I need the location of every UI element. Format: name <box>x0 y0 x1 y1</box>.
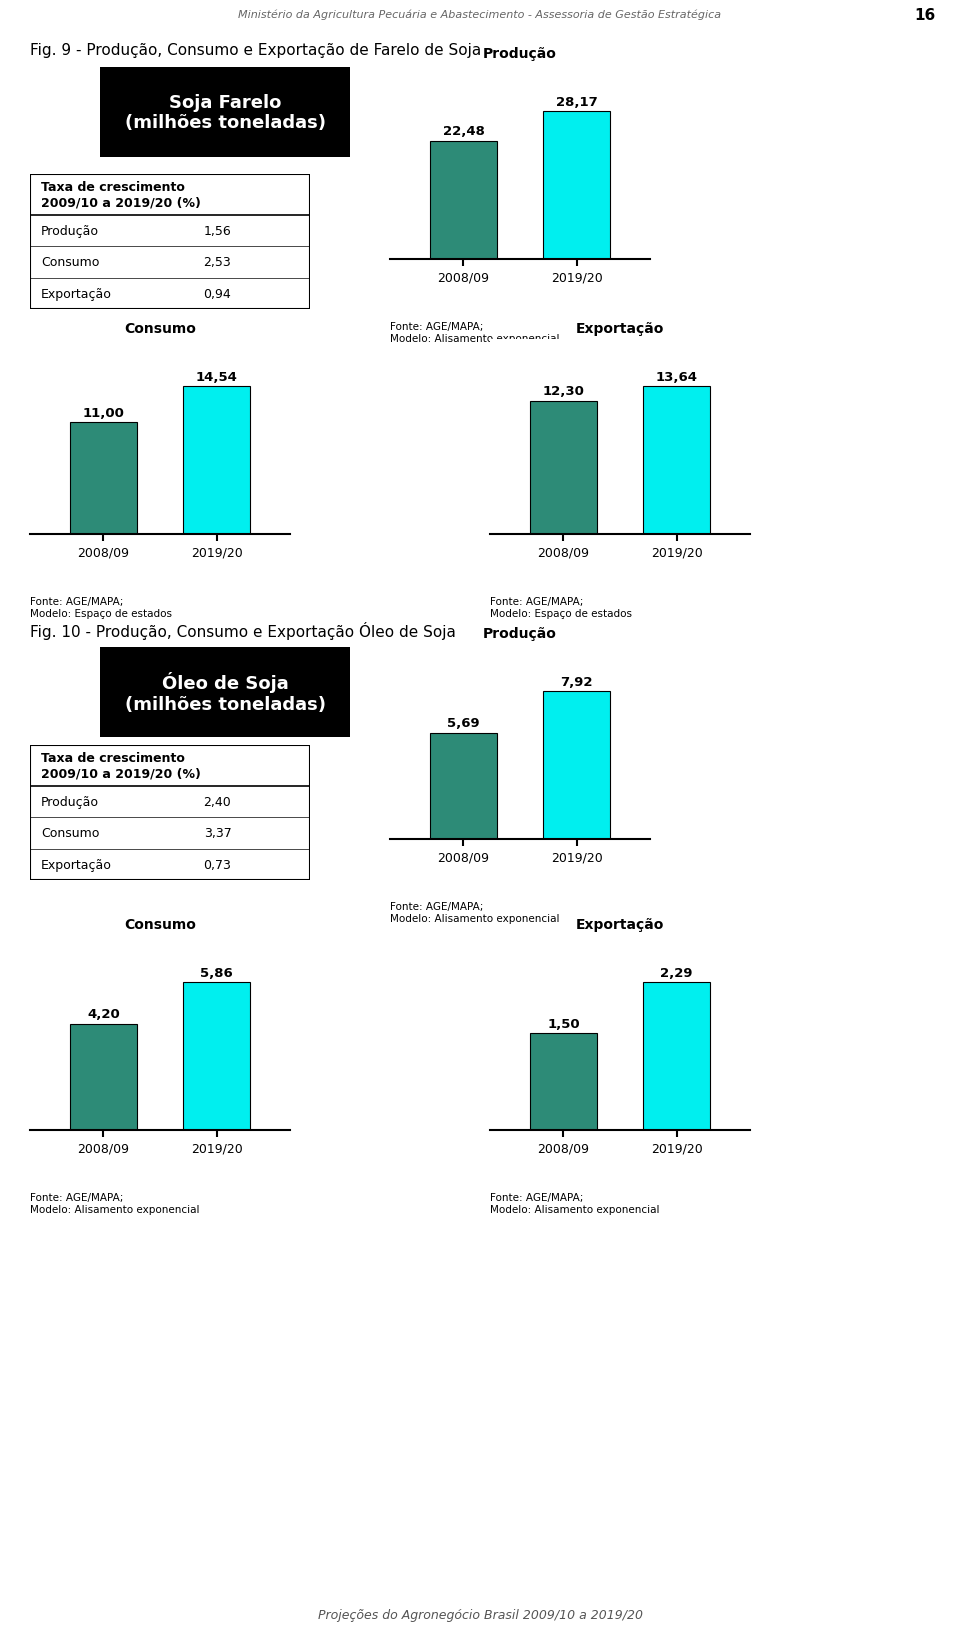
Bar <box>530 401 597 535</box>
Text: 11,00: 11,00 <box>83 406 125 419</box>
Text: Fonte: AGE/MAPA;
Modelo: Alisamento exponencial: Fonte: AGE/MAPA; Modelo: Alisamento expo… <box>490 1193 660 1214</box>
Text: Produção: Produção <box>41 225 99 238</box>
Title: Produção: Produção <box>483 47 557 60</box>
Bar <box>642 386 710 535</box>
Text: 2,53: 2,53 <box>204 256 231 269</box>
Bar <box>542 691 611 839</box>
Text: Exportação: Exportação <box>41 859 112 870</box>
Title: Consumo: Consumo <box>124 321 196 336</box>
Text: 2,29: 2,29 <box>660 967 693 980</box>
Text: Fonte: AGE/MAPA;
Modelo: Alisamento exponencial: Fonte: AGE/MAPA; Modelo: Alisamento expo… <box>30 1193 200 1214</box>
Text: 3,37: 3,37 <box>204 826 231 839</box>
Text: Produção: Produção <box>41 795 99 808</box>
Text: Taxa de crescimento
2009/10 a 2019/20 (%): Taxa de crescimento 2009/10 a 2019/20 (%… <box>41 751 201 779</box>
Text: Fonte: AGE/MAPA;
Modelo: Espaço de estados: Fonte: AGE/MAPA; Modelo: Espaço de estad… <box>490 597 632 619</box>
Title: Exportação: Exportação <box>576 918 664 931</box>
Text: 14,54: 14,54 <box>196 370 237 383</box>
Text: Consumo: Consumo <box>41 826 100 839</box>
Bar <box>182 983 251 1130</box>
Bar <box>429 142 497 259</box>
Bar <box>69 422 137 535</box>
Text: 13,64: 13,64 <box>656 370 698 383</box>
Text: 22,48: 22,48 <box>443 126 485 139</box>
Bar <box>429 734 497 839</box>
Text: 16: 16 <box>915 8 936 23</box>
Title: Consumo: Consumo <box>124 918 196 931</box>
Text: Fig. 10 - Produção, Consumo e Exportação Óleo de Soja: Fig. 10 - Produção, Consumo e Exportação… <box>30 621 456 639</box>
Title: Exportação: Exportação <box>576 321 664 336</box>
Text: Projeções do Agronegócio Brasil 2009/10 a 2019/20: Projeções do Agronegócio Brasil 2009/10 … <box>318 1609 642 1620</box>
Text: 2,40: 2,40 <box>204 795 231 808</box>
Bar <box>642 983 710 1130</box>
Bar <box>530 1033 597 1130</box>
Text: 0,73: 0,73 <box>204 859 231 870</box>
Text: 1,50: 1,50 <box>547 1017 580 1030</box>
Text: Fonte: AGE/MAPA;
Modelo: Espaço de estados: Fonte: AGE/MAPA; Modelo: Espaço de estad… <box>30 597 172 619</box>
Text: 1,56: 1,56 <box>204 225 231 238</box>
Bar <box>542 112 611 259</box>
Text: 7,92: 7,92 <box>561 675 592 688</box>
Bar <box>69 1025 137 1130</box>
Text: 28,17: 28,17 <box>556 96 597 109</box>
Text: Taxa de crescimento
2009/10 a 2019/20 (%): Taxa de crescimento 2009/10 a 2019/20 (%… <box>41 181 201 209</box>
Text: 5,69: 5,69 <box>447 717 480 730</box>
Text: Soja Farelo
(milhões toneladas): Soja Farelo (milhões toneladas) <box>125 93 325 132</box>
Text: Consumo: Consumo <box>41 256 100 269</box>
Text: Fonte: AGE/MAPA;
Modelo: Alisamento exponencial: Fonte: AGE/MAPA; Modelo: Alisamento expo… <box>390 901 560 924</box>
Text: 0,94: 0,94 <box>204 287 231 300</box>
Text: Fig. 9 - Produção, Consumo e Exportação de Farelo de Soja: Fig. 9 - Produção, Consumo e Exportação … <box>30 44 481 59</box>
Text: 5,86: 5,86 <box>200 967 233 980</box>
Text: Fonte: AGE/MAPA;
Modelo: Alisamento exponencial: Fonte: AGE/MAPA; Modelo: Alisamento expo… <box>390 323 560 344</box>
Text: Óleo de Soja
(milhões toneladas): Óleo de Soja (milhões toneladas) <box>125 672 325 714</box>
Text: Ministério da Agricultura Pecuária e Abastecimento - Assessoria de Gestão Estrat: Ministério da Agricultura Pecuária e Aba… <box>238 10 722 20</box>
Text: 4,20: 4,20 <box>87 1007 120 1020</box>
Text: 12,30: 12,30 <box>542 385 585 398</box>
Title: Produção: Produção <box>483 626 557 641</box>
Text: Exportação: Exportação <box>41 287 112 300</box>
Bar <box>182 386 251 535</box>
